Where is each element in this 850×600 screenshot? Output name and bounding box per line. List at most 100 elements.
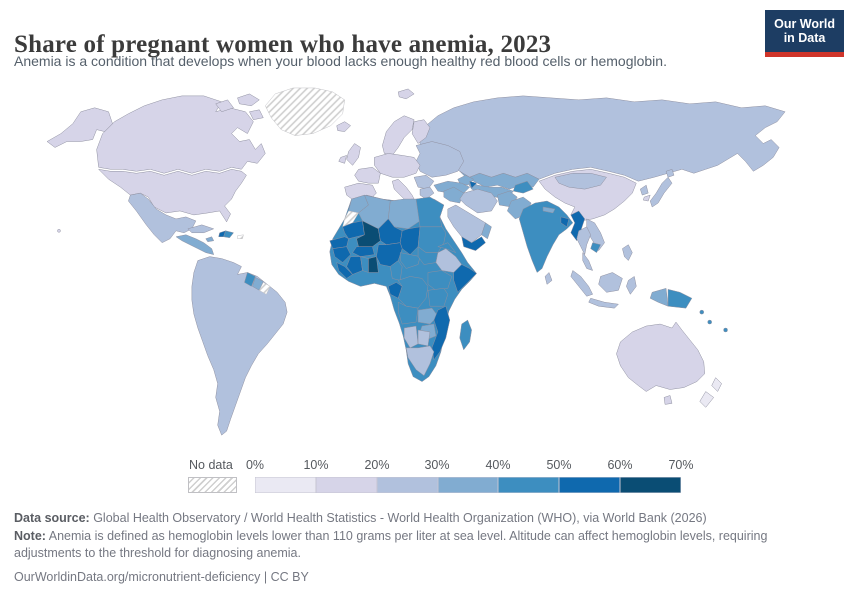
country-balkans[interactable] [413,175,435,190]
country-central-america[interactable] [175,234,214,255]
country-mexico[interactable] [128,192,197,243]
url-line[interactable]: OurWorldinData.org/micronutrient-deficie… [14,569,826,587]
country-japan[interactable] [649,176,673,208]
country-azerbaijan[interactable] [469,180,477,189]
country-svalbard[interactable] [397,88,415,100]
legend-no-data-swatch[interactable] [188,477,237,493]
country-namibia[interactable] [403,325,419,349]
country-uk[interactable] [346,143,361,166]
legend-swatch-40-50[interactable] [498,477,560,493]
country-bangladesh[interactable] [560,216,570,228]
country-malay[interactable] [582,252,593,271]
country-botswana[interactable] [417,329,431,347]
country-central-europe[interactable] [374,153,421,178]
country-png[interactable] [667,289,693,309]
page-subtitle: Anemia is a condition that develops when… [14,53,667,69]
country-scandinavia[interactable] [382,115,415,156]
country-arctic-island-2[interactable] [215,99,234,113]
owid-logo[interactable]: Our World in Data [765,10,844,57]
country-mozambique[interactable] [431,305,451,361]
country-fiji[interactable] [723,327,728,333]
country-jamaica[interactable] [205,236,214,242]
owid-url-link[interactable]: OurWorldinData.org/micronutrient-deficie… [14,569,309,584]
country-cote[interactable] [346,256,363,275]
country-greece[interactable] [419,186,435,200]
legend-tick-3: 30% [424,458,450,472]
country-eritrea[interactable] [437,242,456,253]
country-india[interactable] [518,200,574,273]
country-java[interactable] [588,298,619,309]
country-yemen[interactable] [461,236,486,251]
country-tasmania[interactable] [663,395,673,405]
country-ireland[interactable] [338,155,347,164]
country-car[interactable] [399,252,421,269]
country-uganda-kenya[interactable] [427,270,453,291]
data-source-line: Data source: Global Health Observatory /… [14,510,826,528]
country-eastern-europe[interactable] [415,141,464,178]
country-cuba[interactable] [187,224,214,234]
country-senegal[interactable] [329,236,349,249]
page-title: Share of pregnant women who have anemia,… [14,30,552,58]
country-egypt[interactable] [415,196,445,228]
country-alaska[interactable] [46,107,113,148]
country-greenland[interactable] [265,87,345,136]
country-iran[interactable] [459,188,498,214]
legend-color-bar [255,477,682,493]
legend-swatch-20-30[interactable] [376,477,438,493]
country-hawaii[interactable] [57,229,61,233]
country-vanuatu[interactable] [707,319,712,325]
country-north-korea[interactable] [640,184,649,196]
country-finland[interactable] [411,119,431,144]
country-drc[interactable] [397,276,429,309]
country-sierra-liberia[interactable] [336,262,353,279]
country-mongolia[interactable] [554,173,607,190]
country-australia[interactable] [616,321,705,392]
legend-swatch-0-10[interactable] [255,477,316,493]
country-nepal[interactable] [542,206,556,214]
country-usa[interactable] [98,169,247,223]
country-arctic-island-1[interactable] [237,93,260,107]
country-guyana[interactable] [244,272,256,287]
country-thailand[interactable] [576,226,591,255]
country-turkey[interactable] [433,180,470,194]
country-levant[interactable] [443,186,464,204]
legend-swatch-30-40[interactable] [437,477,499,493]
country-russia[interactable] [419,95,786,182]
country-libya[interactable] [388,198,421,230]
country-france[interactable] [354,167,381,184]
legend-swatch-10-20[interactable] [315,477,377,493]
country-burkina[interactable] [352,246,375,257]
country-guinea[interactable] [332,246,351,263]
country-west-new-guinea[interactable] [649,288,669,307]
legend-swatch-50-60[interactable] [559,477,621,493]
country-new-zealand[interactable] [699,377,722,408]
data-source-label: Data source: [14,511,90,525]
country-canada[interactable] [96,95,266,174]
legend-swatch-60-70[interactable] [620,477,682,493]
country-iceland[interactable] [336,121,351,132]
country-arctic-island-3[interactable] [249,109,264,120]
country-tanzania[interactable] [427,288,449,307]
country-sumatra[interactable] [570,270,593,297]
country-hokkaido[interactable] [665,169,675,178]
country-somalia[interactable] [453,264,477,293]
country-borneo[interactable] [598,272,623,293]
country-togo-benin[interactable] [368,256,379,273]
country-sulawesi[interactable] [626,276,637,295]
country-sri-lanka[interactable] [544,272,553,285]
country-south-korea[interactable] [642,194,651,202]
country-puerto-rico[interactable] [237,234,244,239]
country-south-america[interactable] [191,256,288,436]
country-cambodia[interactable] [590,242,601,253]
legend-tick-5: 50% [546,458,572,472]
country-dominican[interactable] [223,230,234,238]
country-philippines[interactable] [622,244,633,261]
country-french-guiana[interactable] [259,282,271,295]
country-oman[interactable] [481,222,492,239]
country-madagascar[interactable] [459,319,472,351]
country-south-africa[interactable] [405,345,435,376]
country-angola[interactable] [397,301,419,325]
country-solomon[interactable] [699,309,704,315]
country-cameroon[interactable] [390,260,403,281]
country-tajik-kyrgyz[interactable] [513,180,534,194]
